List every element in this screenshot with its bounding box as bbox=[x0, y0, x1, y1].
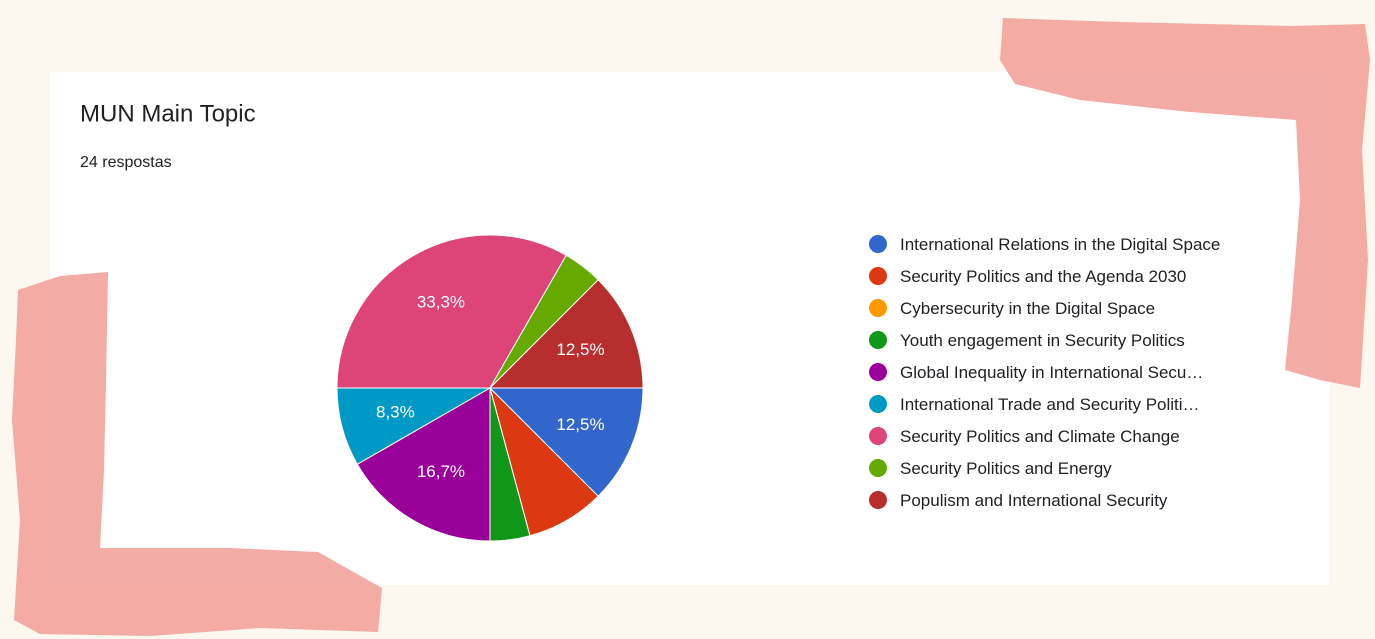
legend-label: Youth engagement in Security Politics bbox=[900, 326, 1185, 355]
legend-label: Security Politics and the Agenda 2030 bbox=[900, 262, 1186, 291]
legend-swatch bbox=[869, 459, 887, 477]
legend-item: International Relations in the Digital S… bbox=[866, 230, 1256, 259]
legend: International Relations in the Digital S… bbox=[866, 230, 1256, 518]
legend-label: Security Politics and Climate Change bbox=[900, 422, 1180, 451]
chart-title: MUN Main Topic bbox=[80, 100, 256, 127]
pie: 12,5% 16,7% 8,3% 33,3% 12,5% bbox=[337, 235, 643, 541]
slice-label: 12,5% bbox=[556, 415, 604, 434]
legend-swatch bbox=[869, 395, 887, 413]
legend-item: Populism and International Security bbox=[866, 486, 1256, 515]
legend-swatch bbox=[869, 299, 887, 317]
legend-swatch bbox=[869, 427, 887, 445]
slice-label: 33,3% bbox=[417, 293, 465, 312]
legend-item: Security Politics and Energy bbox=[866, 454, 1256, 483]
legend-label: Global Inequality in International Secu… bbox=[900, 358, 1203, 387]
subtitle: 24 respostas bbox=[80, 154, 172, 171]
legend-item: International Trade and Security Politi… bbox=[866, 390, 1256, 419]
legend-swatch bbox=[869, 331, 887, 349]
legend-item: Security Politics and the Agenda 2030 bbox=[866, 262, 1256, 291]
page: MUN Main Topic 24 respostas 12,5% 16,7% 8,… bbox=[0, 0, 1375, 639]
legend-label: Security Politics and Energy bbox=[900, 454, 1112, 483]
slice-label: 8,3% bbox=[376, 403, 415, 422]
slice-label: 12,5% bbox=[556, 340, 604, 359]
legend-item: Youth engagement in Security Politics bbox=[866, 326, 1256, 355]
legend-item: Security Politics and Climate Change bbox=[866, 422, 1256, 451]
legend-swatch bbox=[869, 363, 887, 381]
legend-label: International Trade and Security Politi… bbox=[900, 390, 1200, 419]
legend-label: International Relations in the Digital S… bbox=[900, 230, 1220, 259]
legend-swatch bbox=[869, 267, 887, 285]
slice-label: 16,7% bbox=[417, 462, 465, 481]
legend-item: Global Inequality in International Secu… bbox=[866, 358, 1256, 387]
legend-swatch bbox=[869, 491, 887, 509]
legend-item: Cybersecurity in the Digital Space bbox=[866, 294, 1256, 323]
legend-label: Populism and International Security bbox=[900, 486, 1167, 515]
legend-swatch bbox=[869, 235, 887, 253]
legend-label: Cybersecurity in the Digital Space bbox=[900, 294, 1155, 323]
